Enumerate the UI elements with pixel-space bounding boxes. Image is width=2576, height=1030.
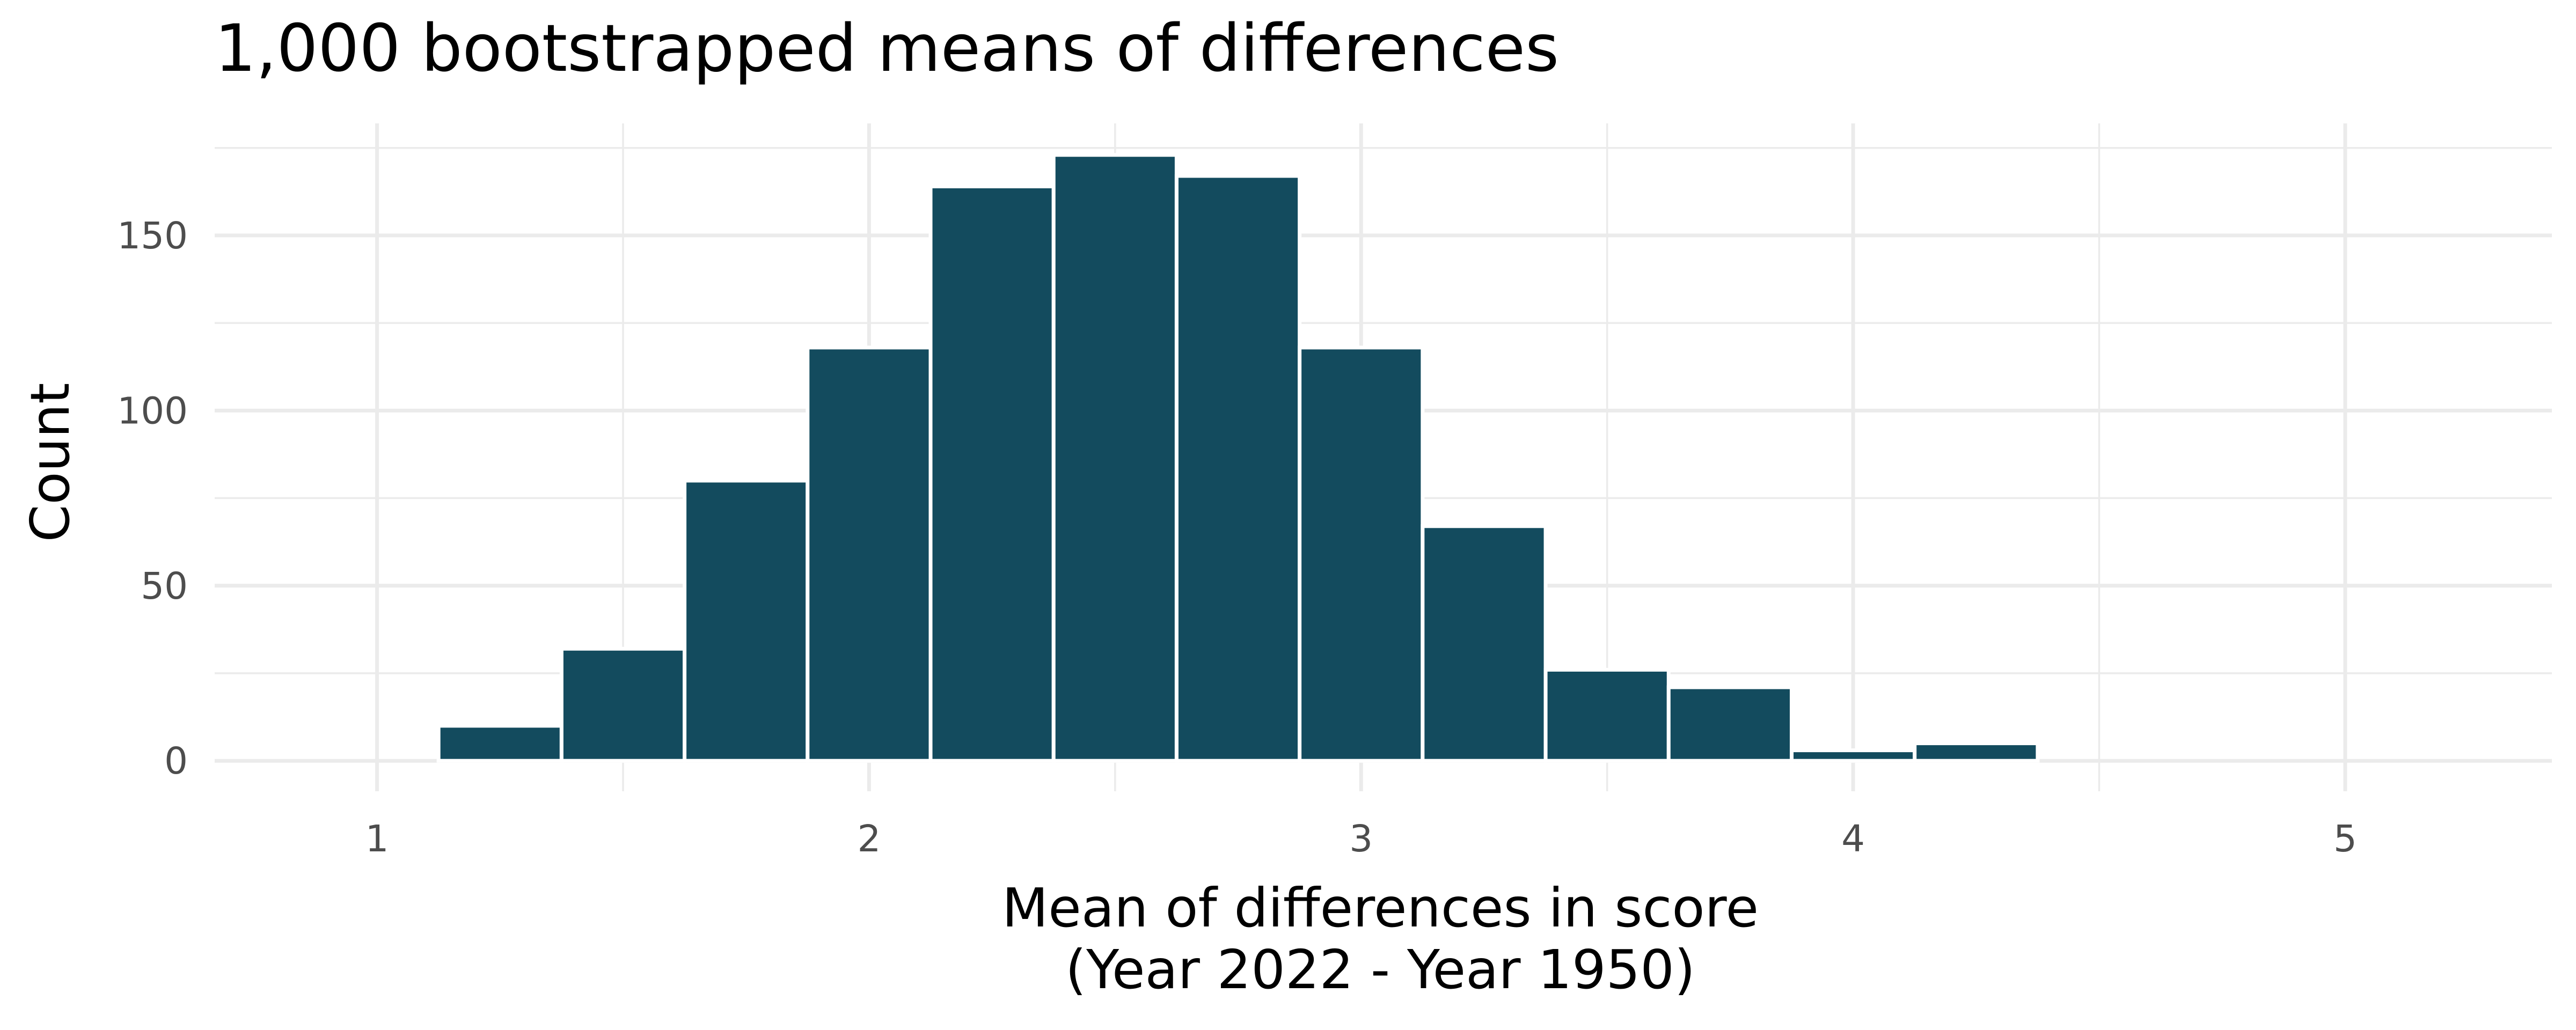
histogram-bar xyxy=(1913,741,2040,763)
histogram-bar xyxy=(1789,748,1917,763)
histogram-bar xyxy=(683,479,810,763)
y-tick-label: 50 xyxy=(141,565,188,608)
histogram-bar xyxy=(1051,153,1179,763)
histogram-bar xyxy=(1666,685,1794,763)
x-tick-label: 1 xyxy=(365,818,389,860)
histogram-bar xyxy=(1174,174,1302,763)
histogram-bar xyxy=(1543,667,1671,763)
histogram-bar xyxy=(559,646,687,763)
histogram-bars xyxy=(436,153,2040,763)
histogram-bar xyxy=(1298,345,1425,763)
histogram-bar xyxy=(806,345,933,763)
y-tick-label: 150 xyxy=(117,215,188,258)
y-axis-title: Count xyxy=(19,383,82,542)
histogram-bar xyxy=(436,724,564,763)
y-tick-label: 0 xyxy=(164,740,188,783)
x-tick-label: 4 xyxy=(1841,818,1865,860)
x-axis-title: Mean of differences in score xyxy=(1002,877,1759,939)
chart-title: 1,000 bootstrapped means of differences xyxy=(215,11,1559,86)
x-tick-label: 3 xyxy=(1349,818,1373,860)
histogram-bar xyxy=(928,185,1056,763)
x-axis-title-line-2: (Year 2022 - Year 1950) xyxy=(1065,938,1695,1001)
x-tick-label: 5 xyxy=(2333,818,2357,860)
y-tick-label: 100 xyxy=(117,389,188,432)
x-tick-label: 2 xyxy=(857,818,881,860)
histogram-bar xyxy=(1421,524,1548,763)
